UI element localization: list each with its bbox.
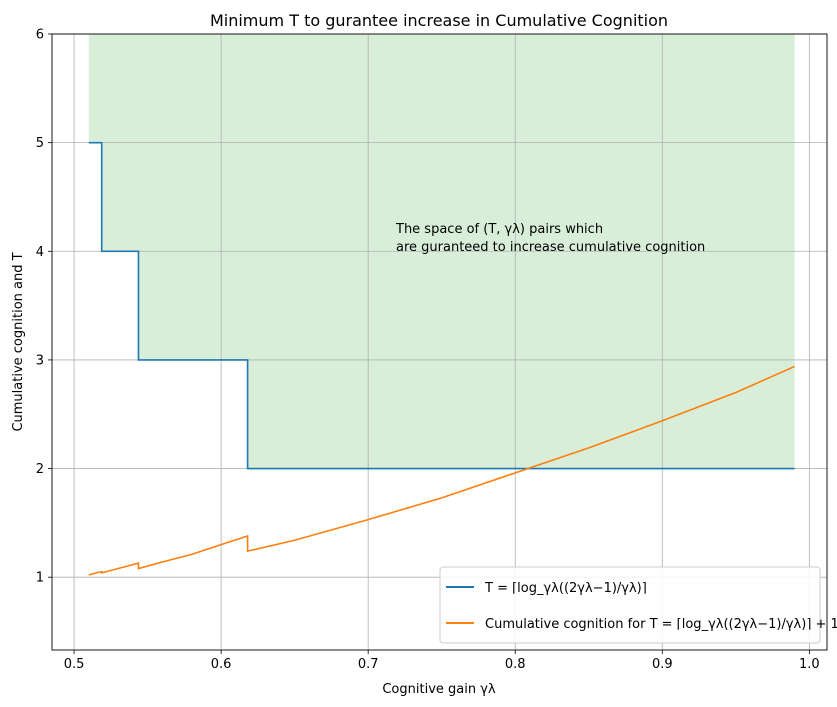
legend-label-series-2: Cumulative cognition for T = ⌈log_γλ((2γ… <box>485 617 837 632</box>
y-tick-label: 5 <box>36 136 44 151</box>
x-tick-label: 0.9 <box>652 657 673 672</box>
series-layer <box>88 141 795 576</box>
plot-background <box>52 34 827 650</box>
x-tick-label: 0.7 <box>358 657 379 672</box>
axes-frame <box>51 33 828 651</box>
y-axis-label: Cumulative cognition and T <box>11 252 26 431</box>
x-axis-label: Cognitive gain γλ <box>382 682 496 697</box>
y-tick-label: 1 <box>36 571 44 586</box>
y-tick-label: 6 <box>36 28 44 43</box>
axes-layer <box>51 33 828 651</box>
x-tick-label: 0.6 <box>211 657 232 672</box>
x-tick-label: 1.0 <box>799 657 820 672</box>
legend: T = ⌈log_γλ((2γλ−1)/γλ)⌉ Cumulative cogn… <box>439 566 837 644</box>
plot-area <box>52 34 827 650</box>
y-tick-label: 3 <box>36 353 44 368</box>
grid-layer <box>52 33 827 650</box>
legend-label-series-1: T = ⌈log_γλ((2γλ−1)/γλ)⌉ <box>484 581 647 596</box>
y-tick-label: 4 <box>36 245 44 260</box>
annotation-line-2: are guranteed to increase cumulative cog… <box>396 240 705 255</box>
chart-title: Minimum T to gurantee increase in Cumula… <box>210 11 668 30</box>
series-line-1 <box>88 141 795 470</box>
x-tick-label: 0.5 <box>64 657 85 672</box>
y-tick-label: 2 <box>36 462 44 477</box>
annotation: The space of (T, γλ) pairs which are gur… <box>395 222 705 255</box>
x-tick-label: 0.8 <box>505 657 526 672</box>
legend-box <box>439 566 821 644</box>
ticks-layer: 0.5 0.6 0.7 0.8 0.9 1.0 1 2 3 4 5 6 <box>36 28 820 673</box>
annotation-line-1: The space of (T, γλ) pairs which <box>395 222 603 237</box>
series-line-2 <box>88 365 795 576</box>
